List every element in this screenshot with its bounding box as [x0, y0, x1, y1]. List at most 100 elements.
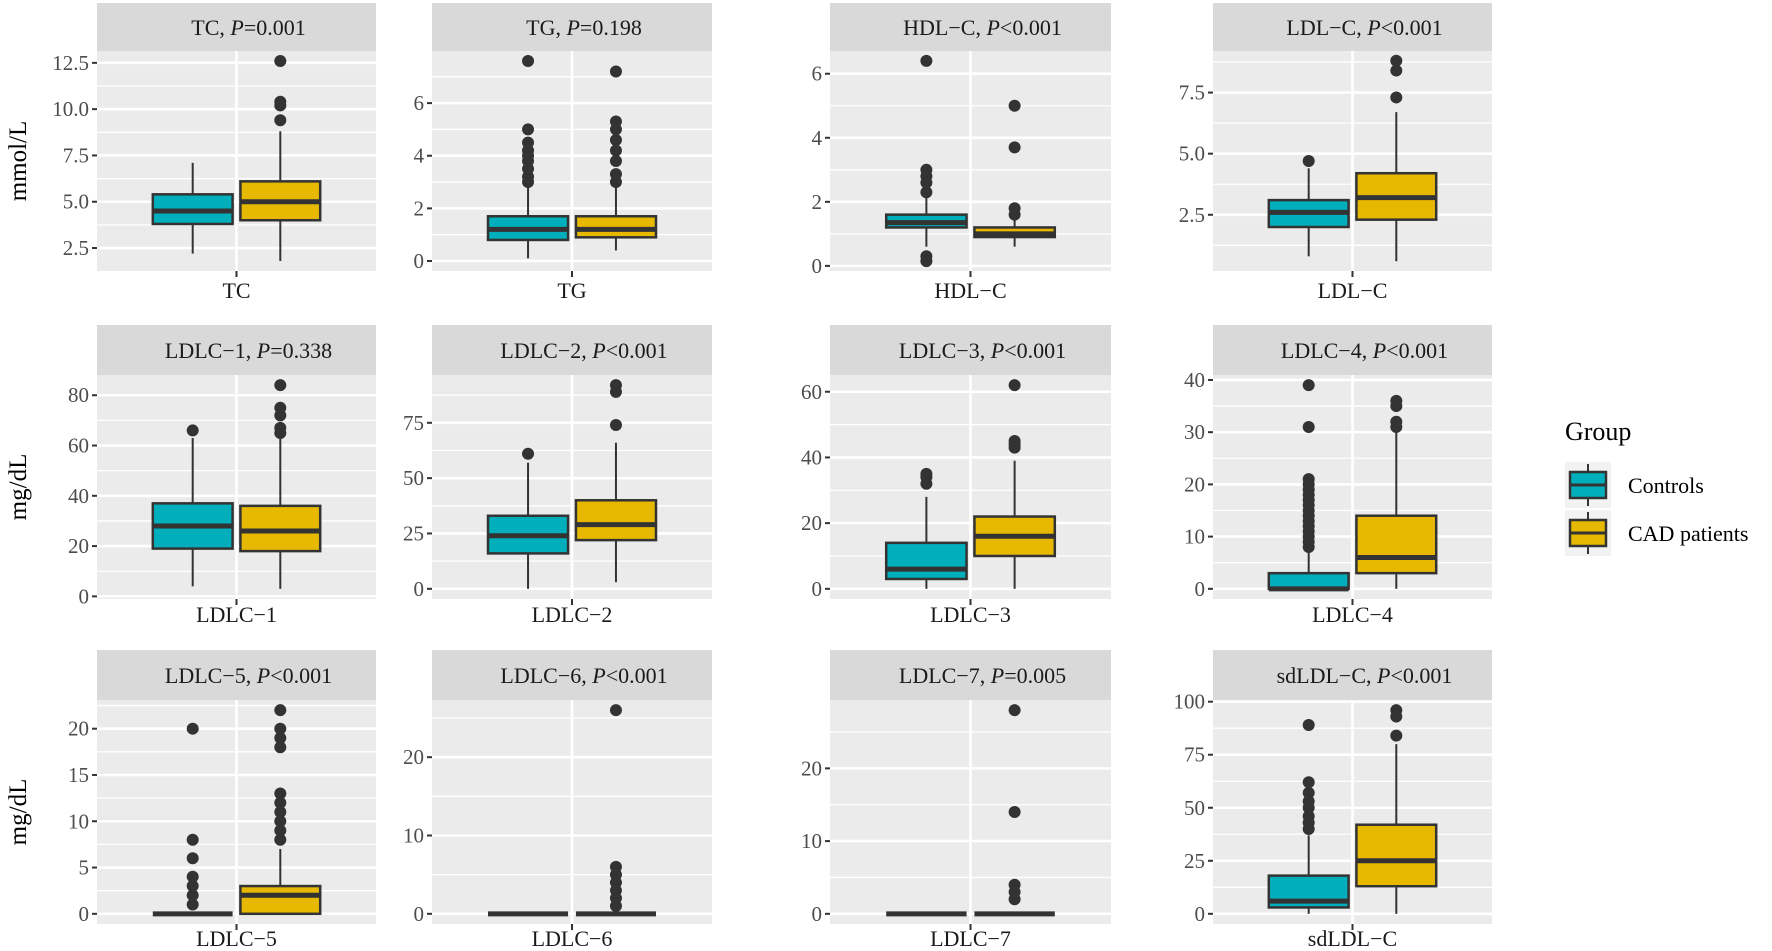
outlier-point — [1302, 810, 1315, 823]
panel-2: TG, P=0.198 0 2 4 6 TG — [414, 3, 712, 303]
strip-title-p: P — [256, 663, 270, 688]
strip-title-p: P — [591, 338, 605, 363]
outlier-point — [1302, 786, 1315, 799]
y-tick-label: 25 — [403, 521, 424, 545]
strip-background — [830, 3, 1111, 51]
strip-title-p-value: <0.001 — [1381, 15, 1443, 40]
outlier-point — [274, 815, 287, 828]
outlier-point — [274, 731, 287, 744]
strip-title-p-value: <0.001 — [270, 663, 332, 688]
box-cad-patients — [239, 55, 322, 261]
x-tick-label: HDL−C — [934, 278, 1006, 303]
strip-title-p-value: <0.001 — [1000, 15, 1062, 40]
strip-title: TC, P=0.001 — [191, 15, 306, 40]
legend-label: CAD patients — [1628, 521, 1748, 546]
y-tick-label: 10 — [1184, 525, 1205, 549]
box-cad-patients — [239, 379, 322, 589]
strip-title-variable: LDLC−2, — [500, 338, 592, 363]
y-tick-label: 4 — [414, 144, 425, 168]
outlier-point — [1008, 141, 1021, 154]
box-cad-patients — [974, 704, 1055, 917]
strip-background — [1213, 650, 1492, 700]
y-tick-label: 2 — [812, 190, 823, 214]
outlier-point — [1302, 776, 1315, 789]
y-tick-label: 2.5 — [63, 236, 89, 260]
strip-background — [432, 3, 712, 51]
outlier-point — [1302, 379, 1315, 392]
y-tick-label: 7.5 — [1179, 81, 1205, 105]
y-tick-label: 0 — [79, 584, 90, 608]
x-tick-label: LDLC−7 — [930, 926, 1011, 951]
y-tick-label: 6 — [812, 62, 823, 86]
outlier-point — [1390, 91, 1403, 104]
outlier-point — [609, 704, 622, 717]
y-tick-label: 0 — [812, 254, 823, 278]
y-tick-label: 40 — [801, 445, 822, 469]
y-tick-label: 75 — [1184, 743, 1205, 767]
strip-title-p: P — [591, 663, 605, 688]
y-tick-label: 0 — [414, 577, 425, 601]
outlier-point — [609, 379, 622, 392]
outlier-point — [920, 250, 933, 263]
strip-title-p-value: =0.001 — [244, 15, 306, 40]
y-tick-label: 10 — [403, 823, 424, 847]
outlier-point — [1302, 155, 1315, 167]
strip-background — [97, 650, 376, 700]
panel-7: LDLC−3, P<0.001 0 20 40 60 LDLC−3 — [801, 325, 1111, 627]
panel-9: LDLC−5, P<0.001 0 5 10 15 20 LDLC−5 — [68, 650, 376, 951]
box-cad-patients — [575, 704, 656, 917]
outlier-point — [274, 787, 287, 800]
strip-title-p: P — [1376, 663, 1390, 688]
strip-title-p-value: <0.001 — [1390, 663, 1452, 688]
outlier-point — [609, 860, 622, 873]
y-tick-label: 0 — [1195, 577, 1206, 601]
legend-label: Controls — [1628, 473, 1704, 498]
x-tick-label: LDLC−3 — [930, 602, 1011, 627]
outlier-point — [186, 898, 199, 911]
strip-background — [1213, 325, 1492, 375]
y-tick-label: 7.5 — [63, 143, 89, 167]
legend: Group Controls CAD patients — [1565, 417, 1748, 556]
strip-title-p: P — [990, 338, 1004, 363]
box-cad-patients — [574, 379, 658, 583]
box-controls — [486, 55, 570, 259]
box-iqr — [239, 504, 322, 553]
strip-title: TG, P=0.198 — [526, 15, 642, 40]
outlier-point — [1390, 415, 1403, 428]
y-tick-label: 2 — [414, 196, 425, 220]
outlier-point — [609, 419, 622, 432]
strip-title-variable: LDLC−6, — [500, 663, 592, 688]
strip-title: LDLC−7, P=0.005 — [899, 663, 1066, 688]
y-tick-label: 5.0 — [63, 190, 89, 214]
strip-background — [830, 650, 1111, 700]
strip-title-p-value: <0.001 — [606, 663, 668, 688]
strip-title: LDLC−1, P=0.338 — [165, 338, 332, 363]
y-tick-label: 50 — [403, 466, 424, 490]
strip-title: HDL−C, P<0.001 — [903, 15, 1062, 40]
outlier-point — [1390, 729, 1403, 742]
panel-12: sdLDL−C, P<0.001 0 25 50 75 100 sdLDL−C — [1174, 650, 1492, 951]
y-tick-label: 15 — [68, 763, 89, 787]
panel-3: HDL−C, P<0.001 0 2 4 6 HDL−C — [812, 3, 1111, 303]
panel-10: LDLC−6, P<0.001 0 10 20 LDLC−6 — [403, 650, 712, 951]
box-controls — [1267, 379, 1350, 592]
outlier-point — [609, 133, 622, 146]
panel-6: LDLC−2, P<0.001 0 25 50 75 LDLC−2 — [403, 325, 712, 627]
x-tick-label: TC — [222, 278, 250, 303]
y-tick-label: 5 — [79, 856, 90, 880]
box-controls — [151, 162, 234, 254]
y-tick-label: 10.0 — [52, 97, 89, 121]
x-tick-label: LDLC−6 — [532, 926, 613, 951]
outlier-point — [274, 704, 287, 717]
box-iqr — [574, 499, 658, 542]
box-controls — [884, 467, 968, 589]
y-tick-label: 60 — [68, 434, 89, 458]
box-controls — [1267, 719, 1350, 914]
panel-8: LDLC−4, P<0.001 0 10 20 30 40 LDLC−4 — [1184, 325, 1492, 627]
strip-title: LDLC−5, P<0.001 — [165, 663, 332, 688]
strip-title-variable: LDLC−5, — [165, 663, 257, 688]
y-tick-label: 30 — [1184, 420, 1205, 444]
outlier-point — [920, 186, 933, 199]
y-tick-label: 40 — [1184, 368, 1205, 392]
